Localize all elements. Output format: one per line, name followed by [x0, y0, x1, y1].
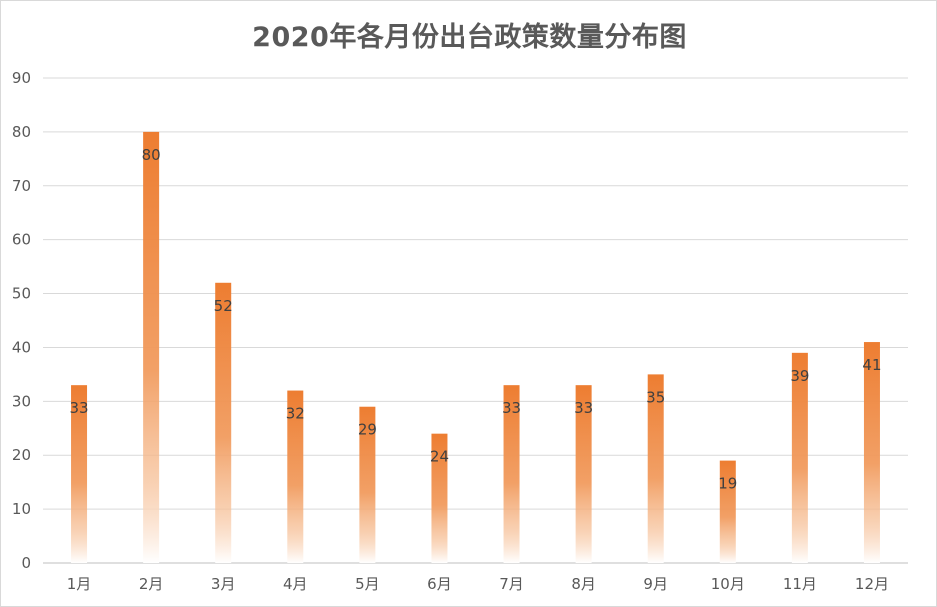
data-label: 41 — [862, 356, 881, 374]
x-tick-label: 10月 — [711, 575, 745, 593]
data-label: 80 — [142, 146, 161, 164]
data-label: 52 — [214, 297, 233, 315]
data-label: 33 — [502, 399, 521, 417]
data-label: 29 — [358, 421, 377, 439]
bar — [719, 460, 736, 563]
bar — [215, 282, 232, 563]
y-tick-label: 10 — [12, 500, 31, 518]
data-label: 19 — [718, 475, 737, 493]
data-label: 33 — [69, 399, 88, 417]
data-labels: 33 80 52 32 29 24 33 33 35 19 39 41 — [69, 146, 881, 493]
x-tick-label: 12月 — [855, 575, 889, 593]
y-tick-label: 20 — [12, 446, 31, 464]
y-axis-ticks: 0 10 20 30 40 50 60 70 80 90 — [12, 69, 31, 572]
bar — [431, 433, 448, 563]
x-tick-label: 8月 — [571, 575, 596, 593]
data-label: 39 — [790, 367, 809, 385]
bar — [791, 352, 808, 563]
chart-title: 2020年各月份出台政策数量分布图 — [252, 22, 687, 53]
bar — [575, 385, 592, 563]
x-tick-label: 5月 — [355, 575, 380, 593]
x-tick-label: 4月 — [283, 575, 308, 593]
y-tick-label: 50 — [12, 285, 31, 303]
x-tick-label: 11月 — [783, 575, 817, 593]
y-tick-label: 30 — [12, 392, 31, 410]
x-tick-label: 1月 — [67, 575, 92, 593]
bars — [71, 131, 880, 563]
y-tick-label: 40 — [12, 338, 31, 356]
y-tick-label: 0 — [21, 554, 31, 572]
data-label: 24 — [430, 448, 449, 466]
x-tick-label: 7月 — [499, 575, 524, 593]
bar — [143, 131, 160, 563]
data-label: 32 — [286, 405, 305, 423]
x-tick-label: 2月 — [139, 575, 164, 593]
bar — [287, 390, 304, 563]
bar — [359, 406, 376, 563]
x-tick-label: 3月 — [211, 575, 236, 593]
data-label: 35 — [646, 388, 665, 406]
data-label: 33 — [574, 399, 593, 417]
x-axis-ticks: 1月 2月 3月 4月 5月 6月 7月 8月 9月 10月 11月 12月 — [67, 575, 889, 593]
x-tick-label: 9月 — [643, 575, 668, 593]
y-tick-label: 60 — [12, 231, 31, 249]
y-tick-label: 70 — [12, 177, 31, 195]
bar — [863, 342, 880, 563]
bar — [647, 374, 664, 563]
gridlines — [43, 77, 908, 564]
y-tick-label: 80 — [12, 123, 31, 141]
bar — [503, 385, 520, 563]
x-tick-label: 6月 — [427, 575, 452, 593]
bar — [71, 385, 88, 563]
y-tick-label: 90 — [12, 69, 31, 87]
